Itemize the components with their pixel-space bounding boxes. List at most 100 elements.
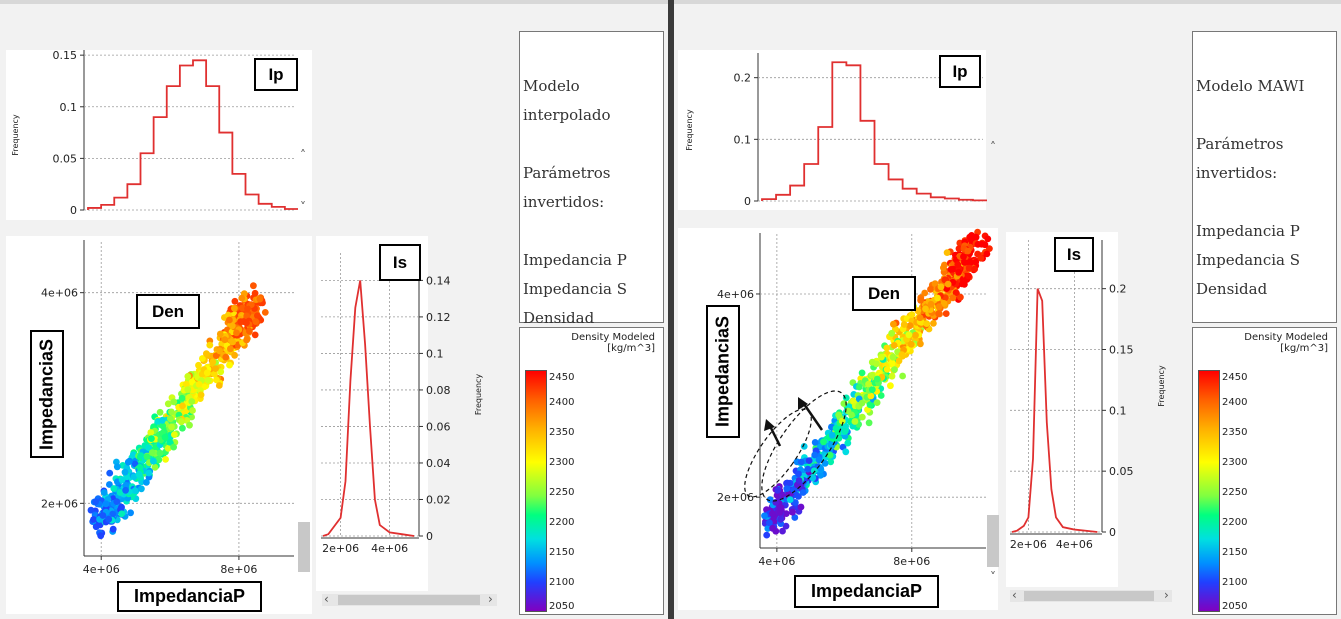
param-item-density: Densidad [523,309,595,327]
is-hist-background [1006,232,1118,587]
scrollbar-thumb[interactable] [338,595,480,605]
scatter-point [252,318,260,325]
scatter-point [868,372,876,379]
scatter-point [916,314,924,322]
scrollbar-thumb[interactable] [1024,591,1154,601]
scatter-point [766,519,773,527]
scroll-left-icon[interactable]: ‹ [1012,588,1017,602]
scroll-down-icon[interactable]: ˅ [300,200,306,214]
scatter-point [226,316,233,324]
scatter-point [124,458,132,466]
scatter-point [888,329,896,337]
scatter-point [791,514,799,521]
scatter-point [231,304,238,312]
scatter-point [883,344,891,352]
y-axis-title: ImpedanciaS [706,305,740,438]
scatter-point [855,383,863,391]
colorbar-tick: 2350 [549,427,575,438]
scatter-point [984,235,992,243]
scatter-point [937,283,945,291]
scatter-point [977,254,985,262]
scatter-point [251,289,259,297]
scatter-point [131,487,139,494]
scatter-point [170,443,178,451]
scatter-point [156,408,164,416]
scroll-up-icon[interactable]: ˄ [990,140,996,154]
scatter-point [184,386,192,393]
tick-label: 2e+06 [1010,538,1047,551]
colorbar-tick: 2450 [549,372,575,383]
scatter-point [761,512,768,520]
scatter-point [222,353,230,361]
scatter-point [954,261,962,268]
scatter-point [960,253,967,260]
scatter-point [90,516,97,523]
scroll-right-icon[interactable]: › [1164,588,1169,602]
histogram-line [761,61,987,202]
horizontal-scrollbar[interactable] [1010,590,1172,602]
scatter-point [166,438,174,446]
scatter-point [109,525,117,533]
horizontal-scrollbar[interactable] [322,594,497,606]
scatter-point [179,424,186,432]
scatter-point [203,369,211,377]
scatter-point [206,341,214,349]
scatter-point [122,481,130,489]
scatter-point [164,444,172,452]
scatter-point [256,295,264,303]
scatter-point [782,522,790,530]
scatter-point [792,499,799,506]
colorbar-tick: 2050 [1222,601,1248,612]
scatter-point [964,247,972,255]
scatter-point [763,531,771,539]
colorbar-tick: 2150 [1222,547,1248,558]
cluster-ellipse-small [744,408,812,498]
ip-histogram: 0 0.1 0.2 Frequency [685,53,987,208]
scatter-point [216,347,224,355]
scatter-point [844,439,852,447]
scatter-point [774,486,782,494]
tick-label: 8e+06 [893,555,930,568]
scatter-point [974,241,982,248]
param-item-p: Impedancia P [1196,222,1300,240]
is-label-box: Is [1054,237,1094,272]
scatter-point [878,353,885,361]
scatter-point [221,336,229,344]
scatter-point [935,303,943,311]
colorbar-tick: 2200 [549,517,575,528]
scatter-point [907,340,915,348]
scatter-point [983,250,991,258]
scatter-point [106,481,113,488]
scroll-right-icon[interactable]: › [488,592,493,606]
scatter-point [786,496,794,503]
tick-label: 4e+06 [717,288,754,301]
scatter-point [769,524,776,532]
scatter-point [159,422,167,430]
scatter-point [965,259,973,266]
vertical-scrollbar-thumb[interactable] [987,515,999,567]
scatter-point [226,361,233,369]
arrow-head-icon [798,397,808,410]
scatter-point [809,474,817,482]
scatter-point [944,280,952,288]
scatter-point [957,293,964,301]
scroll-up-icon[interactable]: ˄ [300,148,306,162]
scatter-point [100,489,108,496]
scroll-left-icon[interactable]: ‹ [324,592,329,606]
scatter-point [148,435,155,442]
scatter-point [127,509,134,517]
scatter-point [129,451,137,459]
scatter-point [906,322,914,329]
tick-label: 0 [744,195,751,208]
scatter-point [972,258,980,266]
scatter-point [178,394,186,402]
param-item-s: Impedancia S [523,280,628,298]
scroll-down-icon[interactable]: ˅ [990,570,996,584]
scatter-point [811,451,819,459]
vertical-scrollbar-thumb[interactable] [298,522,310,572]
scatter-point [105,515,113,523]
scatter-point [211,370,218,378]
scatter-point [865,419,873,427]
scatter-point [97,532,105,540]
